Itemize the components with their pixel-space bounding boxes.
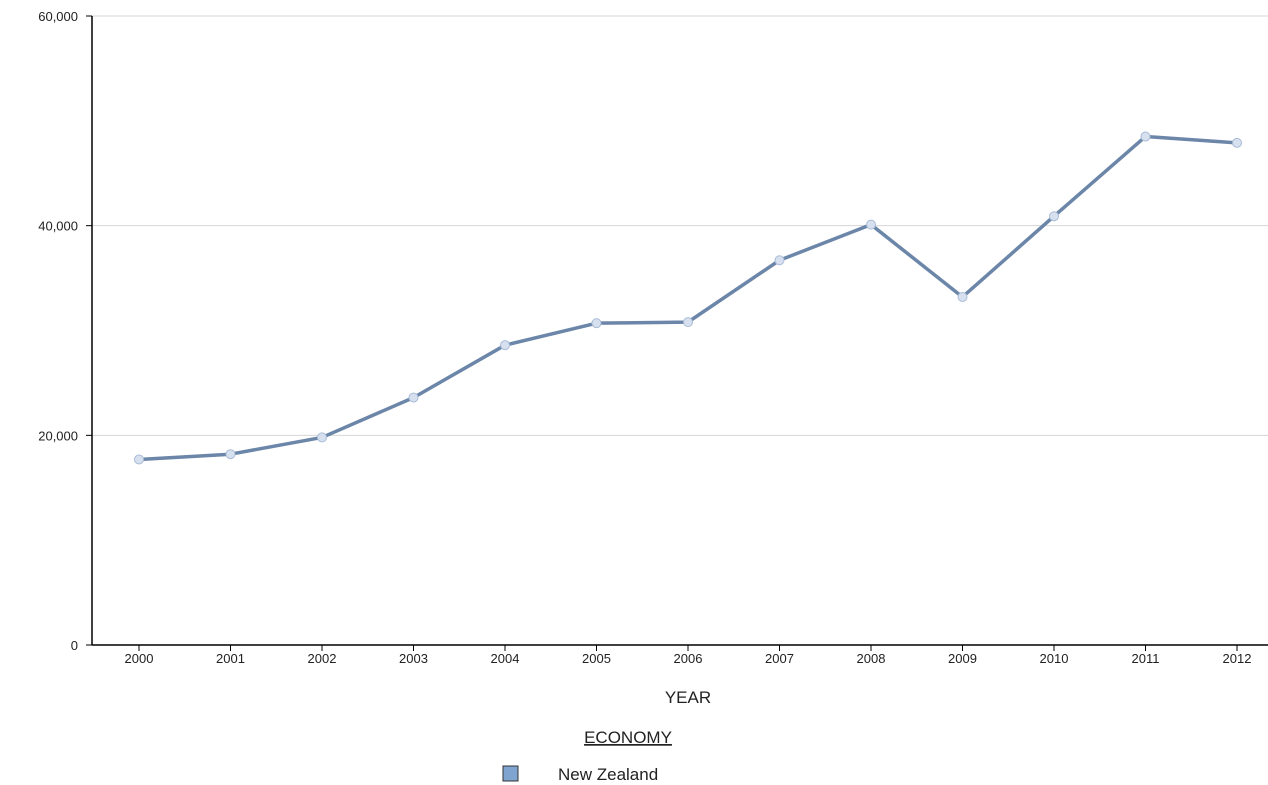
x-tick-label: 2004 [491,651,520,666]
x-tick-label: 2001 [216,651,245,666]
data-point[interactable] [1140,131,1151,142]
data-point[interactable] [1232,137,1242,148]
x-axis-title: YEAR [665,688,711,707]
data-point[interactable] [957,291,968,302]
series-layer [134,131,1242,465]
data-point[interactable] [683,317,693,328]
data-point[interactable] [866,219,876,230]
data-point[interactable] [225,449,236,460]
x-tick-label: 2000 [125,651,154,666]
legend-swatch-new-zealand[interactable] [502,765,519,782]
legend-title: ECONOMY [584,728,672,747]
x-tick-label: 2012 [1223,651,1252,666]
axes [91,16,1268,646]
data-point[interactable] [774,255,785,266]
x-tick-label: 2010 [1040,651,1069,666]
x-tick-label: 2011 [1132,651,1160,666]
x-tick-label: 2008 [857,651,886,666]
data-point[interactable] [134,454,144,465]
series-line-new-zealand [137,134,1239,462]
x-axis-ticks: 2000 2001 2002 2003 2004 2005 2006 2007 2008 2009… [125,645,1252,666]
data-point[interactable] [500,340,510,351]
legend-label-new-zealand: New Zealand [558,765,658,784]
gridlines [92,15,1268,436]
x-tick-label: 2006 [674,651,703,666]
y-tick-label: 0 [71,638,78,653]
data-point[interactable] [1049,211,1059,222]
legend: ECONOMY New Zealand [502,728,672,784]
x-tick-label: 2002 [308,651,337,666]
x-tick-label: 2003 [399,651,428,666]
y-tick-label: 40,000 [38,219,78,234]
data-point[interactable] [591,318,602,329]
x-tick-label: 2007 [765,651,794,666]
y-axis-ticks: 0 20,000 40,000 60,000 [38,9,92,653]
y-tick-label: 20,000 [38,428,78,443]
x-tick-label: 2005 [582,651,611,666]
data-point[interactable] [408,392,419,403]
x-tick-label: 2009 [948,651,977,666]
y-tick-label: 60,000 [38,9,78,24]
data-point[interactable] [317,432,327,443]
